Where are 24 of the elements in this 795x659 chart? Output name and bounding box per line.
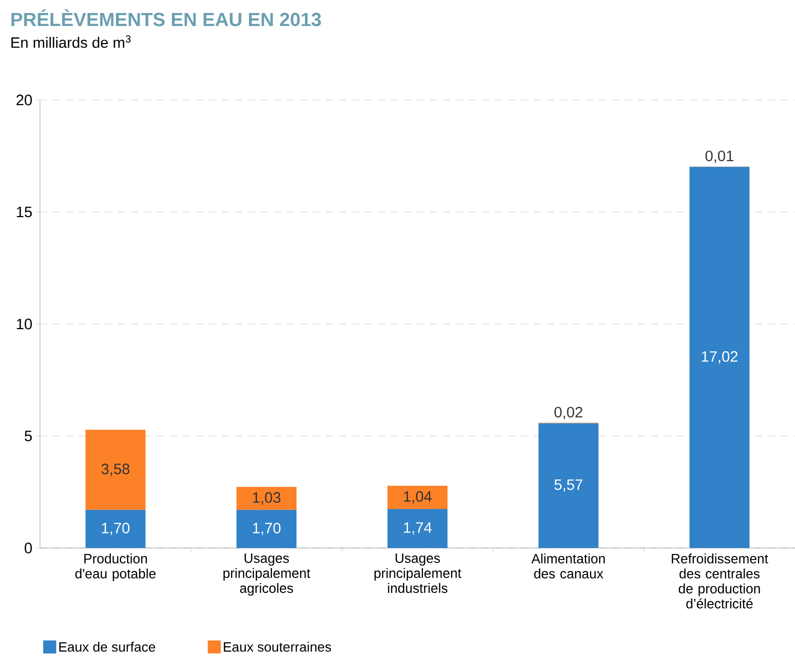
x-tick-label: Usages principalement industriels	[374, 554, 462, 593]
data-label: 0,02	[554, 406, 582, 420]
y-tick-label: 5	[24, 430, 32, 442]
data-label: 5,57	[554, 479, 582, 492]
x-tick-label: Production d'eau potable	[75, 554, 156, 582]
data-label: 1,70	[253, 522, 281, 536]
y-tick-label: 0	[24, 542, 32, 554]
data-label: 0,01	[705, 150, 734, 163]
chart-subtitle: En milliards de m$^{3}$	[11, 35, 131, 48]
legend-label: Eaux de surface	[59, 642, 156, 652]
data-label: 1,74	[404, 522, 432, 535]
legend-label: Eaux souterraines	[224, 642, 332, 652]
data-label: 1,70	[102, 522, 130, 536]
x-tick-label: Usages principalement agricoles	[223, 554, 310, 596]
x-tick-label: Refroidissement des centrales de production d’électricité	[672, 554, 768, 608]
y-tick-label: 15	[16, 206, 32, 218]
y-tick-label: 20	[16, 94, 32, 106]
x-tick-label: Alimentation des canaux	[531, 554, 605, 578]
data-label: 17,02	[702, 351, 738, 364]
chart-title: PRÉLÈVEMENTS EN EAU EN 2013	[11, 9, 321, 26]
data-label: 3,58	[101, 464, 130, 476]
data-label: 1,04	[404, 491, 432, 504]
data-label: 1,03	[253, 492, 280, 505]
y-tick-label: 10	[16, 318, 32, 330]
